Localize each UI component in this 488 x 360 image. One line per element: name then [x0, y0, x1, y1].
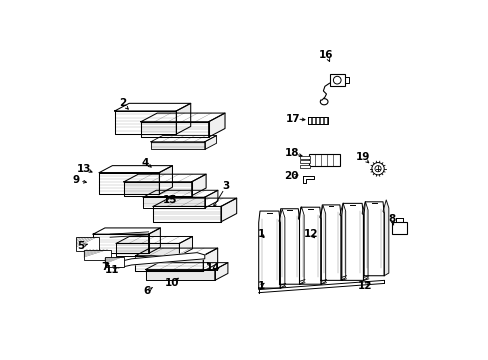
Bar — [299, 160, 310, 163]
Text: 12: 12 — [357, 281, 371, 291]
Polygon shape — [303, 176, 313, 183]
Bar — [84, 249, 111, 260]
Polygon shape — [123, 174, 205, 182]
Bar — [299, 165, 310, 168]
Polygon shape — [123, 182, 191, 195]
Text: 20: 20 — [284, 171, 299, 181]
Polygon shape — [151, 142, 204, 149]
Text: 14: 14 — [205, 263, 220, 273]
Text: 10: 10 — [165, 278, 180, 288]
Text: 18: 18 — [284, 148, 299, 158]
Polygon shape — [179, 237, 192, 256]
Polygon shape — [204, 135, 216, 149]
Polygon shape — [321, 205, 341, 280]
Polygon shape — [214, 263, 227, 280]
Polygon shape — [153, 198, 236, 206]
Text: 1: 1 — [257, 229, 264, 239]
Polygon shape — [221, 198, 236, 222]
Polygon shape — [258, 211, 280, 288]
Bar — [324, 117, 327, 124]
Text: 8: 8 — [387, 214, 395, 224]
Polygon shape — [141, 122, 208, 137]
Polygon shape — [143, 197, 204, 208]
Bar — [329, 74, 344, 86]
Polygon shape — [159, 166, 172, 194]
Polygon shape — [148, 228, 160, 253]
Polygon shape — [115, 103, 190, 111]
Polygon shape — [319, 205, 325, 284]
Polygon shape — [145, 263, 227, 270]
Polygon shape — [191, 174, 205, 195]
Polygon shape — [153, 206, 221, 222]
Text: 3: 3 — [222, 181, 229, 191]
Text: 17: 17 — [285, 114, 300, 123]
Bar — [391, 222, 407, 234]
Polygon shape — [115, 111, 176, 134]
Polygon shape — [93, 228, 160, 234]
Text: 7: 7 — [101, 261, 108, 271]
Polygon shape — [151, 135, 216, 142]
Polygon shape — [278, 209, 285, 288]
Text: 19: 19 — [355, 152, 369, 162]
Polygon shape — [99, 166, 172, 172]
Text: 12: 12 — [303, 229, 318, 239]
Polygon shape — [118, 253, 204, 268]
Polygon shape — [145, 270, 214, 280]
Text: 1: 1 — [257, 281, 264, 291]
Polygon shape — [203, 248, 217, 271]
Polygon shape — [279, 209, 299, 284]
Bar — [299, 156, 310, 159]
Text: 4: 4 — [142, 158, 149, 167]
Text: 5: 5 — [77, 242, 84, 252]
Polygon shape — [204, 190, 218, 208]
Polygon shape — [341, 203, 363, 280]
Polygon shape — [143, 190, 218, 197]
Polygon shape — [299, 207, 321, 284]
Polygon shape — [382, 200, 388, 276]
Polygon shape — [364, 202, 384, 276]
Text: 13: 13 — [77, 164, 91, 174]
Text: 15: 15 — [163, 194, 177, 204]
Text: 6: 6 — [143, 286, 150, 296]
Polygon shape — [339, 203, 345, 280]
Polygon shape — [141, 113, 224, 122]
Text: 16: 16 — [319, 50, 333, 60]
Circle shape — [371, 163, 384, 175]
Polygon shape — [116, 243, 179, 256]
Bar — [307, 117, 311, 124]
Text: 2: 2 — [119, 98, 126, 108]
Bar — [76, 237, 99, 251]
Polygon shape — [135, 248, 217, 256]
Bar — [311, 117, 315, 124]
Polygon shape — [298, 207, 304, 284]
Polygon shape — [362, 202, 367, 280]
Text: 11: 11 — [105, 265, 120, 275]
Bar — [315, 117, 319, 124]
Polygon shape — [208, 113, 224, 137]
Bar — [104, 257, 123, 266]
Bar — [308, 154, 339, 166]
Bar — [319, 117, 323, 124]
Text: 9: 9 — [73, 175, 80, 185]
Polygon shape — [99, 172, 159, 194]
Polygon shape — [135, 256, 203, 271]
Polygon shape — [93, 234, 148, 253]
Polygon shape — [176, 103, 190, 134]
Polygon shape — [116, 237, 192, 243]
